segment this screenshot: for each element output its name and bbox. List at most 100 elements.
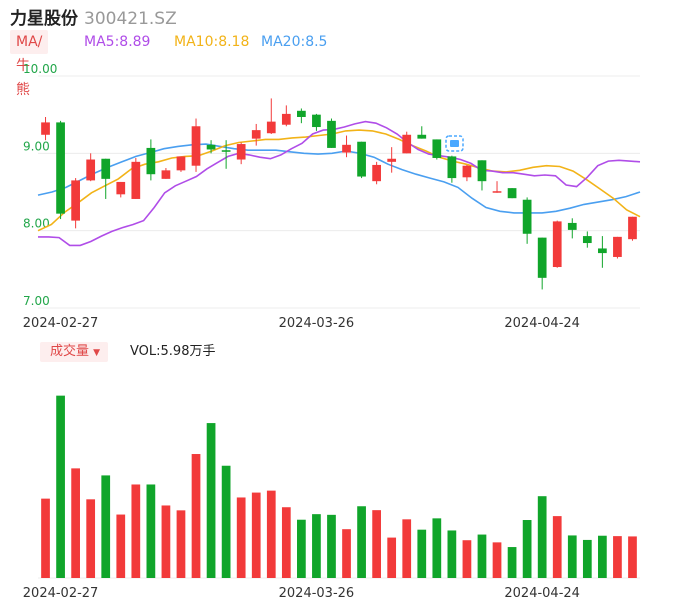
candle-body xyxy=(221,150,231,152)
date-tick-label: 2024-02-27 xyxy=(23,586,99,601)
ma10-line xyxy=(37,129,641,232)
price-tick-label: 9.00 xyxy=(23,139,50,153)
candlestick xyxy=(613,236,622,259)
volume-bar xyxy=(462,540,472,578)
candlestick xyxy=(537,237,547,290)
candle-body xyxy=(86,159,96,181)
date-tick-label: 2024-04-24 xyxy=(504,316,580,331)
volume-bar xyxy=(447,530,457,578)
volume-bar xyxy=(387,537,397,578)
candle-body xyxy=(582,236,592,244)
candle-body xyxy=(327,120,336,148)
candlestick xyxy=(221,140,231,169)
volume-bar xyxy=(372,510,381,578)
volume-bar xyxy=(176,510,186,578)
volume-bar xyxy=(342,529,351,578)
volume-indicator-selector[interactable]: 成交量 ▼ xyxy=(40,342,109,362)
volume-bar xyxy=(266,490,276,578)
ma20-line xyxy=(37,143,641,214)
stock-code: 300421.SZ xyxy=(84,9,177,29)
volume-bar xyxy=(537,496,547,578)
candle-body xyxy=(613,236,622,257)
candle-body xyxy=(312,114,321,128)
candlestick xyxy=(101,158,111,199)
candlestick xyxy=(327,118,336,148)
candle-body xyxy=(281,113,291,125)
candle-body xyxy=(56,122,65,214)
candle-body xyxy=(206,144,216,150)
candlestick xyxy=(417,126,427,139)
volume-bar xyxy=(357,506,366,578)
volume-bar xyxy=(477,534,487,578)
candlestick xyxy=(71,178,80,229)
stock-name: 力星股份 xyxy=(10,9,78,29)
volume-bar xyxy=(206,423,216,578)
candlestick xyxy=(176,156,186,172)
candlestick xyxy=(312,113,321,131)
volume-bar xyxy=(146,484,156,578)
candlestick xyxy=(236,142,246,165)
candlestick xyxy=(297,108,306,124)
ma10-value: MA10:8.18 xyxy=(174,34,250,50)
candlestick xyxy=(281,105,291,127)
candlestick xyxy=(146,139,156,181)
candlestick xyxy=(552,220,562,268)
candlestick xyxy=(507,188,517,199)
price-tick-label: 10.00 xyxy=(23,62,57,76)
volume-bar xyxy=(567,535,577,578)
candle-body xyxy=(251,130,261,139)
candlestick xyxy=(477,160,487,191)
volume-bar xyxy=(402,519,412,578)
candle-body xyxy=(552,221,562,268)
date-tick-label: 2024-03-26 xyxy=(279,586,355,601)
candle-body xyxy=(432,139,442,158)
volume-bar xyxy=(582,539,592,578)
volume-bar xyxy=(161,505,171,578)
volume-bar xyxy=(251,492,261,578)
candlestick xyxy=(447,155,457,183)
candle-body xyxy=(41,122,50,135)
candle-body xyxy=(191,126,201,166)
volume-bar xyxy=(116,514,126,578)
date-tick-label: 2024-03-26 xyxy=(279,316,355,331)
candlestick xyxy=(582,231,592,248)
candlestick xyxy=(266,98,276,134)
volume-bar xyxy=(598,535,607,578)
candle-body xyxy=(567,222,577,230)
candlestick xyxy=(342,135,351,158)
price-tick-label: 8.00 xyxy=(23,217,50,231)
candlestick xyxy=(522,197,532,244)
candlestick xyxy=(372,161,381,185)
volume-bar xyxy=(507,547,517,578)
candle-body xyxy=(537,237,547,278)
volume-bar xyxy=(522,520,532,578)
date-tick-label: 2024-04-24 xyxy=(504,586,580,601)
stock-header: 力星股份 300421.SZ xyxy=(10,4,177,29)
candlestick xyxy=(251,123,261,146)
volume-bar xyxy=(327,514,336,578)
candle-body xyxy=(161,170,171,179)
volume-bar xyxy=(492,542,502,578)
volume-bar xyxy=(628,536,637,578)
volume-bar xyxy=(236,497,246,578)
ma-indicator-selector[interactable]: MA/牛熊 xyxy=(10,30,49,98)
dropdown-caret-icon: ▼ xyxy=(93,348,101,358)
volume-bar xyxy=(131,484,141,578)
candle-body xyxy=(462,165,472,178)
candle-marker-icon xyxy=(445,135,464,152)
volume-bar xyxy=(552,516,562,578)
candlestick xyxy=(116,181,126,198)
ma5-line xyxy=(38,120,641,247)
volume-value: VOL:5.98万手 xyxy=(130,344,216,359)
ma5-value: MA5:8.89 xyxy=(84,34,151,50)
volume-bar xyxy=(417,529,427,578)
candle-body xyxy=(372,164,381,182)
candlestick xyxy=(357,141,366,179)
candlestick xyxy=(567,218,577,239)
candle-body xyxy=(387,158,397,162)
volume-bar xyxy=(221,465,231,578)
candle-body xyxy=(507,188,517,199)
candlestick xyxy=(86,153,96,182)
candle-body xyxy=(297,110,306,117)
